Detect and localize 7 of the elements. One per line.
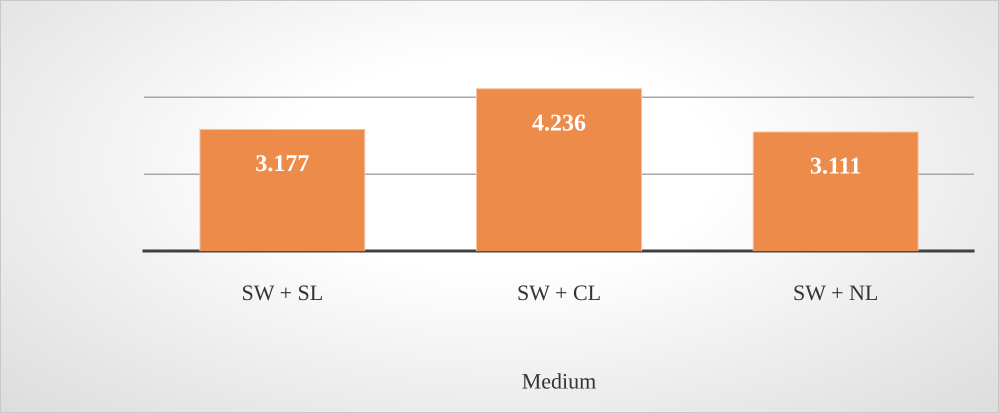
data-label: 4.236 (532, 110, 586, 136)
data-label: 3.177 (255, 151, 310, 178)
x-tick-label: SW + SL (241, 280, 324, 306)
x-tick-label: SW + NL (792, 280, 878, 306)
data-label: 3.111 (810, 154, 862, 180)
x-tick-label: SW + CL (516, 280, 602, 306)
x-axis-title: Medium (522, 368, 596, 394)
